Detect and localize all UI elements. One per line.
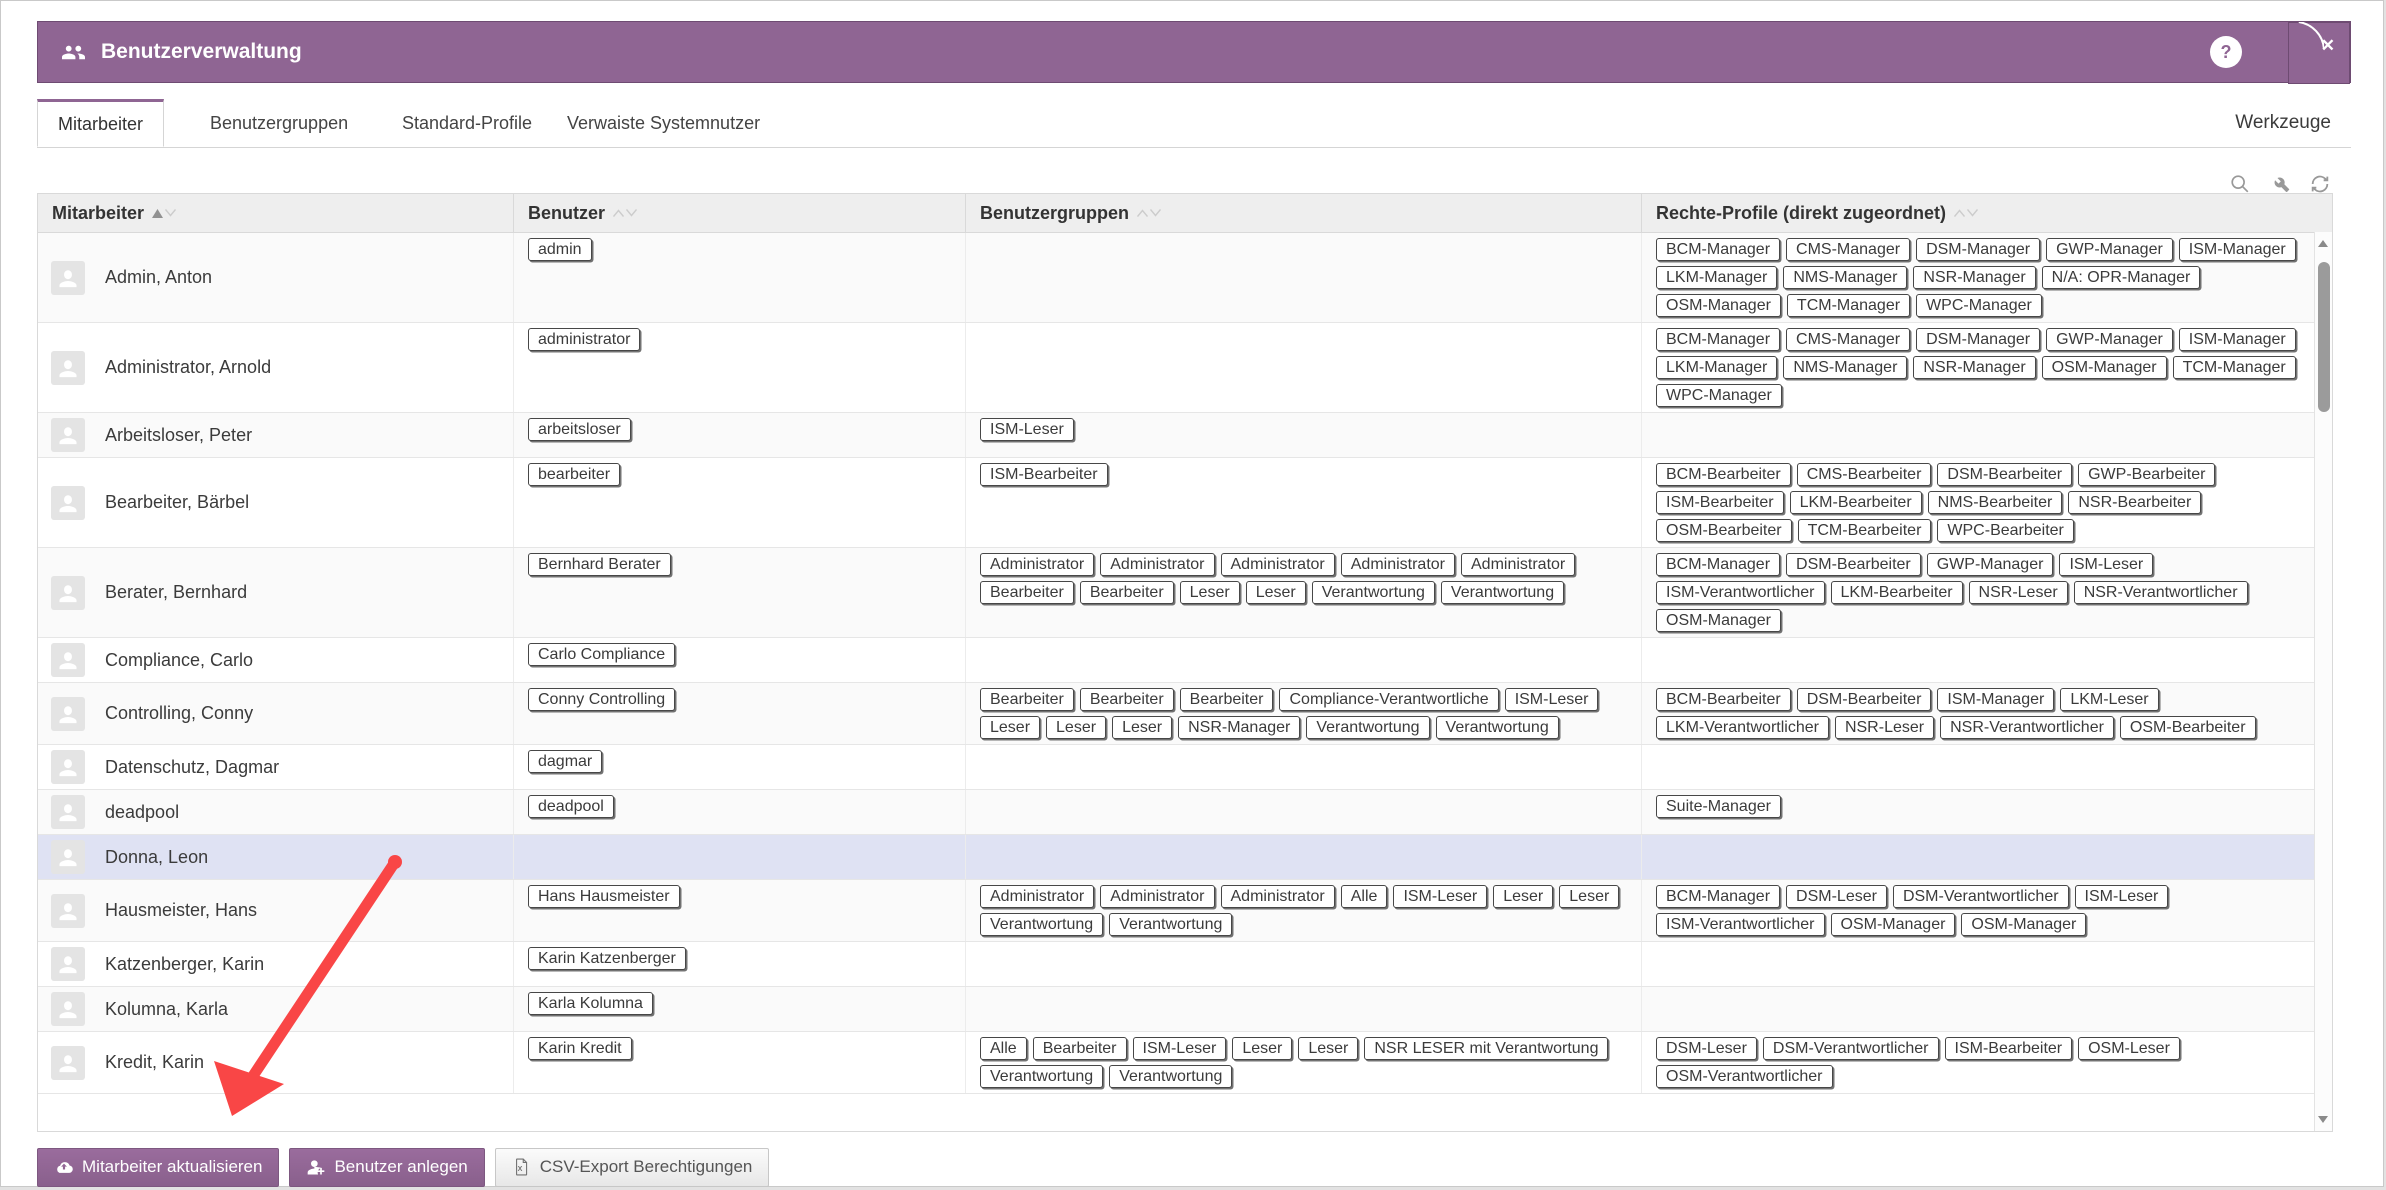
svg-text:X: X — [517, 1165, 522, 1173]
